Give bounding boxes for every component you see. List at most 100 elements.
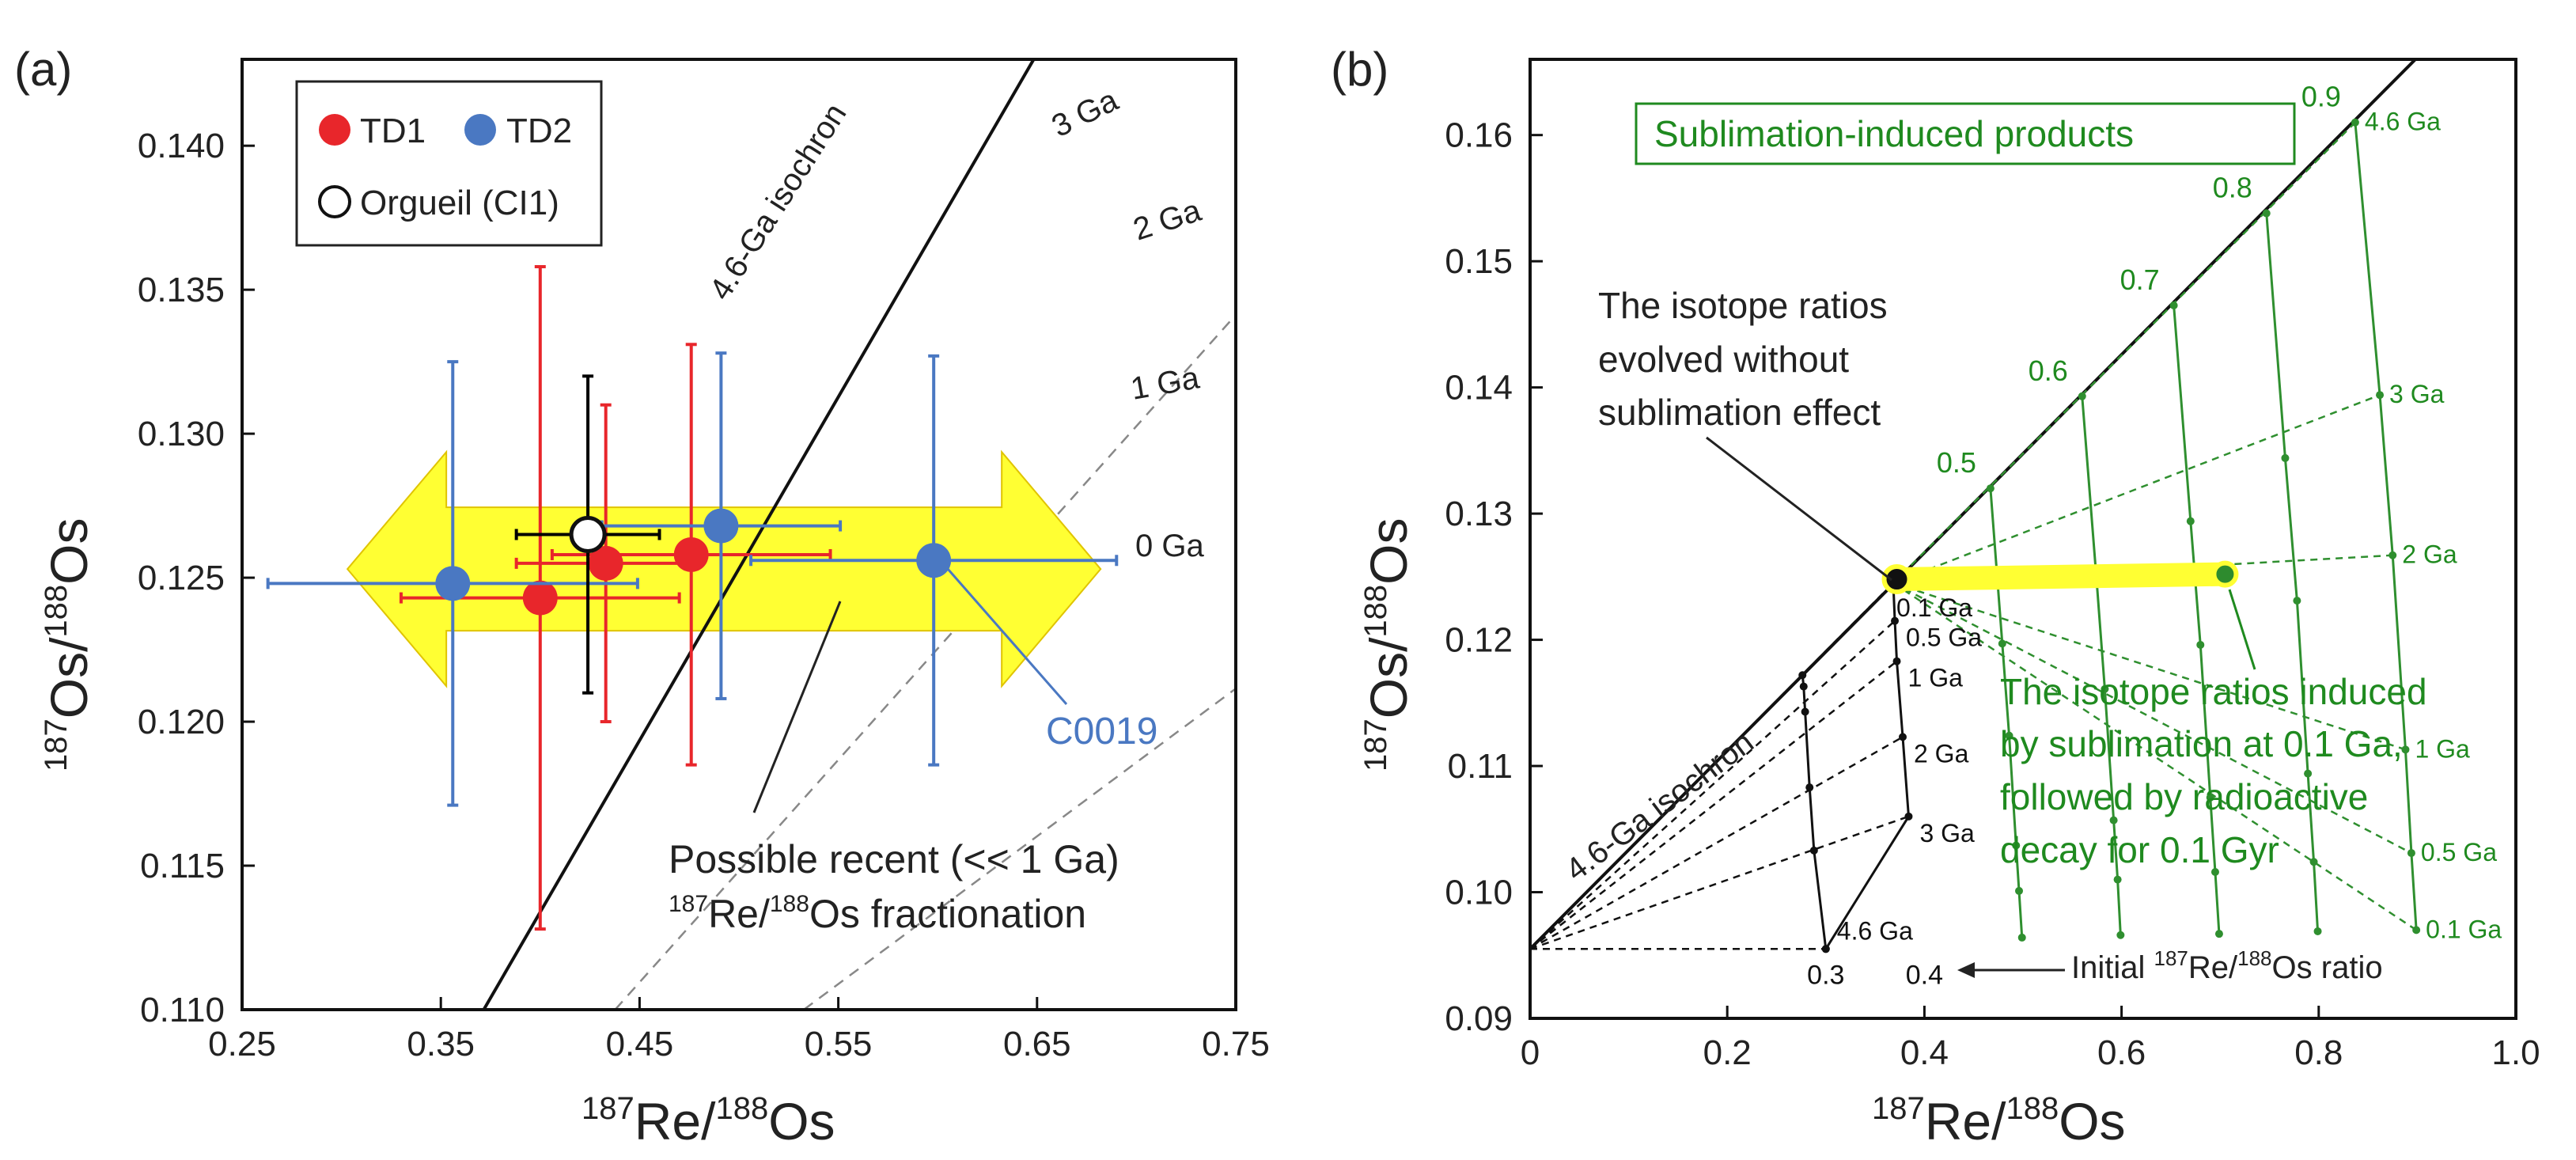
y-tick-label-b: 0.11 [1448, 747, 1513, 786]
green-grid-point [2012, 841, 2021, 850]
black-grid-point [1798, 671, 1807, 680]
x-tick-label-a: 0.25 [208, 1025, 276, 1063]
green-evolution-path [2265, 213, 2320, 932]
black-isochron-ray [1529, 660, 1898, 950]
black-isochron-ray [1529, 736, 1904, 950]
green-evolution-path [2354, 122, 2418, 931]
isochron-label-b: 4.6-Ga isochron [1559, 725, 1760, 888]
sublimation-annotation-line2: by sublimation at 0.1 Ga, [2000, 723, 2403, 764]
panel-label-b: (b) [1331, 43, 1388, 96]
sublimation-legend-box [1635, 102, 2296, 165]
y-tick-label-b: 0.12 [1445, 621, 1513, 660]
green-isochron-ray [1892, 582, 2406, 751]
age-label-1ga: 1 Ga [1128, 360, 1203, 407]
initial-ratio-label: Initial 187Re/188Os ratio [2071, 946, 2383, 985]
x-tick-label-b: 0.6 [2097, 1033, 2146, 1072]
green-initial-ratio-label: 0.5 [1937, 446, 1976, 479]
black-evolution-path [1801, 675, 1828, 950]
no-sublimation-leader [1706, 436, 1892, 582]
green-grid-point [2196, 640, 2205, 649]
black-isochron-ray [1529, 620, 1896, 950]
x-tick-label-a: 0.35 [407, 1025, 475, 1063]
td2-point [916, 543, 952, 578]
green-initial-ratio-label: 0.6 [2029, 354, 2068, 387]
black-grid-point [1809, 846, 1818, 855]
tick-labels-a: 0.25 0.35 0.45 0.55 0.65 0.75 0.110 0.115 0.120 0… [138, 127, 1270, 1063]
y-tick-label-a: 0.130 [138, 415, 225, 453]
td2-point [703, 508, 739, 544]
y-tick-label-b: 0.15 [1445, 242, 1513, 281]
plot-area-a [241, 58, 1237, 1011]
black-time-label: 0.1 Ga [1896, 593, 1972, 622]
sublimation-legend-text: Sublimation-induced products [1654, 113, 2134, 154]
green-grid-point [2281, 453, 2290, 462]
black-isochron-ray [1529, 582, 1894, 950]
sublimation-band [1885, 562, 2237, 592]
y-tick-label-b: 0.13 [1445, 495, 1513, 533]
green-grid-point [2005, 731, 2013, 740]
y-tick-label-b: 0.16 [1445, 116, 1513, 155]
x-tick-label-b: 0.4 [1900, 1033, 1949, 1072]
plot-area-b [1529, 58, 2517, 1020]
black-initial-ratio-label: 0.4 [1906, 960, 1943, 990]
green-initial-ratio-label: 0.7 [2120, 263, 2160, 296]
green-isochron-ray [1892, 582, 2417, 931]
isochron-label-a: 4.6-Ga isochron [703, 97, 853, 306]
green-time-label: 0.5 Ga [2421, 838, 2497, 866]
no-sublimation-annotation-line2: evolved without [1598, 339, 1849, 380]
black-grid-point [1805, 783, 1814, 792]
black-grid-point [1821, 945, 1830, 953]
td1-point [673, 536, 709, 572]
green-grid-point [2412, 926, 2421, 934]
green-grid-point [2206, 793, 2214, 802]
green-grid-point [2017, 933, 2026, 942]
panel-label-a: (a) [14, 43, 72, 96]
y-tick-label-a: 0.140 [138, 127, 225, 165]
black-grid-point [1801, 707, 1809, 716]
black-time-label: 0.5 Ga [1906, 624, 1982, 652]
green-isochron-ray [1892, 582, 2412, 855]
y-tick-label-a: 0.135 [138, 271, 225, 309]
green-grid-point [2214, 930, 2223, 938]
x-tick-label-a: 0.65 [1003, 1025, 1071, 1063]
age-line-3 Ga [614, 314, 1237, 1010]
green-grid-point [2304, 769, 2313, 778]
y-tick-label-a: 0.115 [140, 847, 225, 885]
green-time-label: 1 Ga [2415, 734, 2470, 763]
green-grid-point [2407, 849, 2415, 858]
x-axis-title-a: 187Re/188Os [581, 1091, 835, 1151]
black-grid-point [1904, 812, 1913, 821]
td2-point [435, 566, 471, 601]
c0019-label: C0019 [1046, 711, 1157, 752]
initial-ratio-arrow-head [1957, 962, 1975, 978]
black-grid-point [1892, 657, 1901, 665]
x-tick-label-a: 0.75 [1202, 1025, 1270, 1063]
y-tick-label-b: 0.09 [1445, 999, 1513, 1038]
no-sublimation-annotation-line1: The isotope ratios [1598, 285, 1888, 326]
y-tick-label-b: 0.14 [1445, 369, 1513, 408]
plot-frame-a [241, 58, 1237, 1011]
sublimation-annotation-line4: decay for 0.1 Gyr [2000, 829, 2279, 870]
green-grid-point [2262, 209, 2271, 218]
green-initial-ratio-label: 0.9 [2301, 81, 2341, 113]
td1-point [522, 580, 558, 616]
sample-point [1881, 564, 1912, 595]
green-grid-point [2078, 392, 2086, 400]
green-grid-point [2169, 301, 2178, 309]
age-label-0ga: 0 Ga [1135, 529, 1204, 563]
legend-label-orgueil: Orgueil (CI1) [360, 184, 559, 222]
black-grid-point [1891, 616, 1900, 625]
x-tick-label-a: 0.45 [606, 1025, 674, 1063]
green-grid-point [2101, 684, 2109, 693]
isochron-line-a [482, 58, 1036, 1011]
legend-marker-td2 [464, 114, 496, 146]
legend-label-td1: TD1 [360, 112, 426, 150]
legend-a: TD1 TD2 Orgueil (CI1) [295, 80, 603, 247]
green-grid-point [2015, 886, 2024, 895]
black-time-label: 4.6 Ga [1837, 916, 1913, 945]
black-isochron-ray [1529, 815, 1909, 950]
black-evolution-path [1824, 582, 1910, 950]
panel-b: (b) 4.6 Ga3 Ga2 Ga1 Ga0.5 Ga0.1 Ga0.3 0.4… [1331, 43, 2540, 1151]
x-tick-label-b: 1.0 [2491, 1033, 2540, 1072]
